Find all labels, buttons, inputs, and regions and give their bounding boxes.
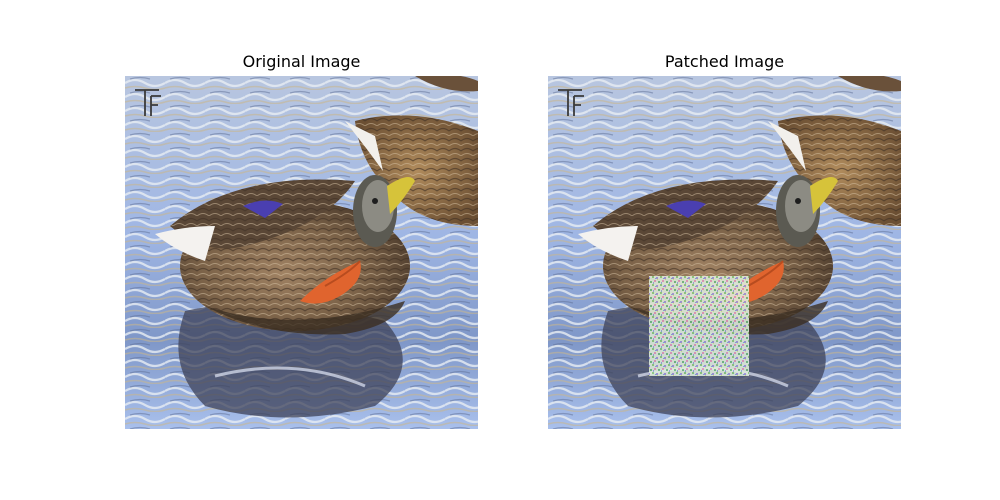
tf-watermark-logo	[558, 89, 584, 116]
patched-image-title: Patched Image	[664, 52, 785, 71]
patched-image	[548, 76, 901, 429]
tf-watermark-logo	[135, 89, 161, 116]
adversarial-patch	[649, 276, 749, 376]
duck-photo-original	[125, 76, 478, 429]
original-image-title: Original Image	[242, 52, 361, 71]
duck-photo-patched	[548, 76, 901, 429]
original-image	[125, 76, 478, 429]
